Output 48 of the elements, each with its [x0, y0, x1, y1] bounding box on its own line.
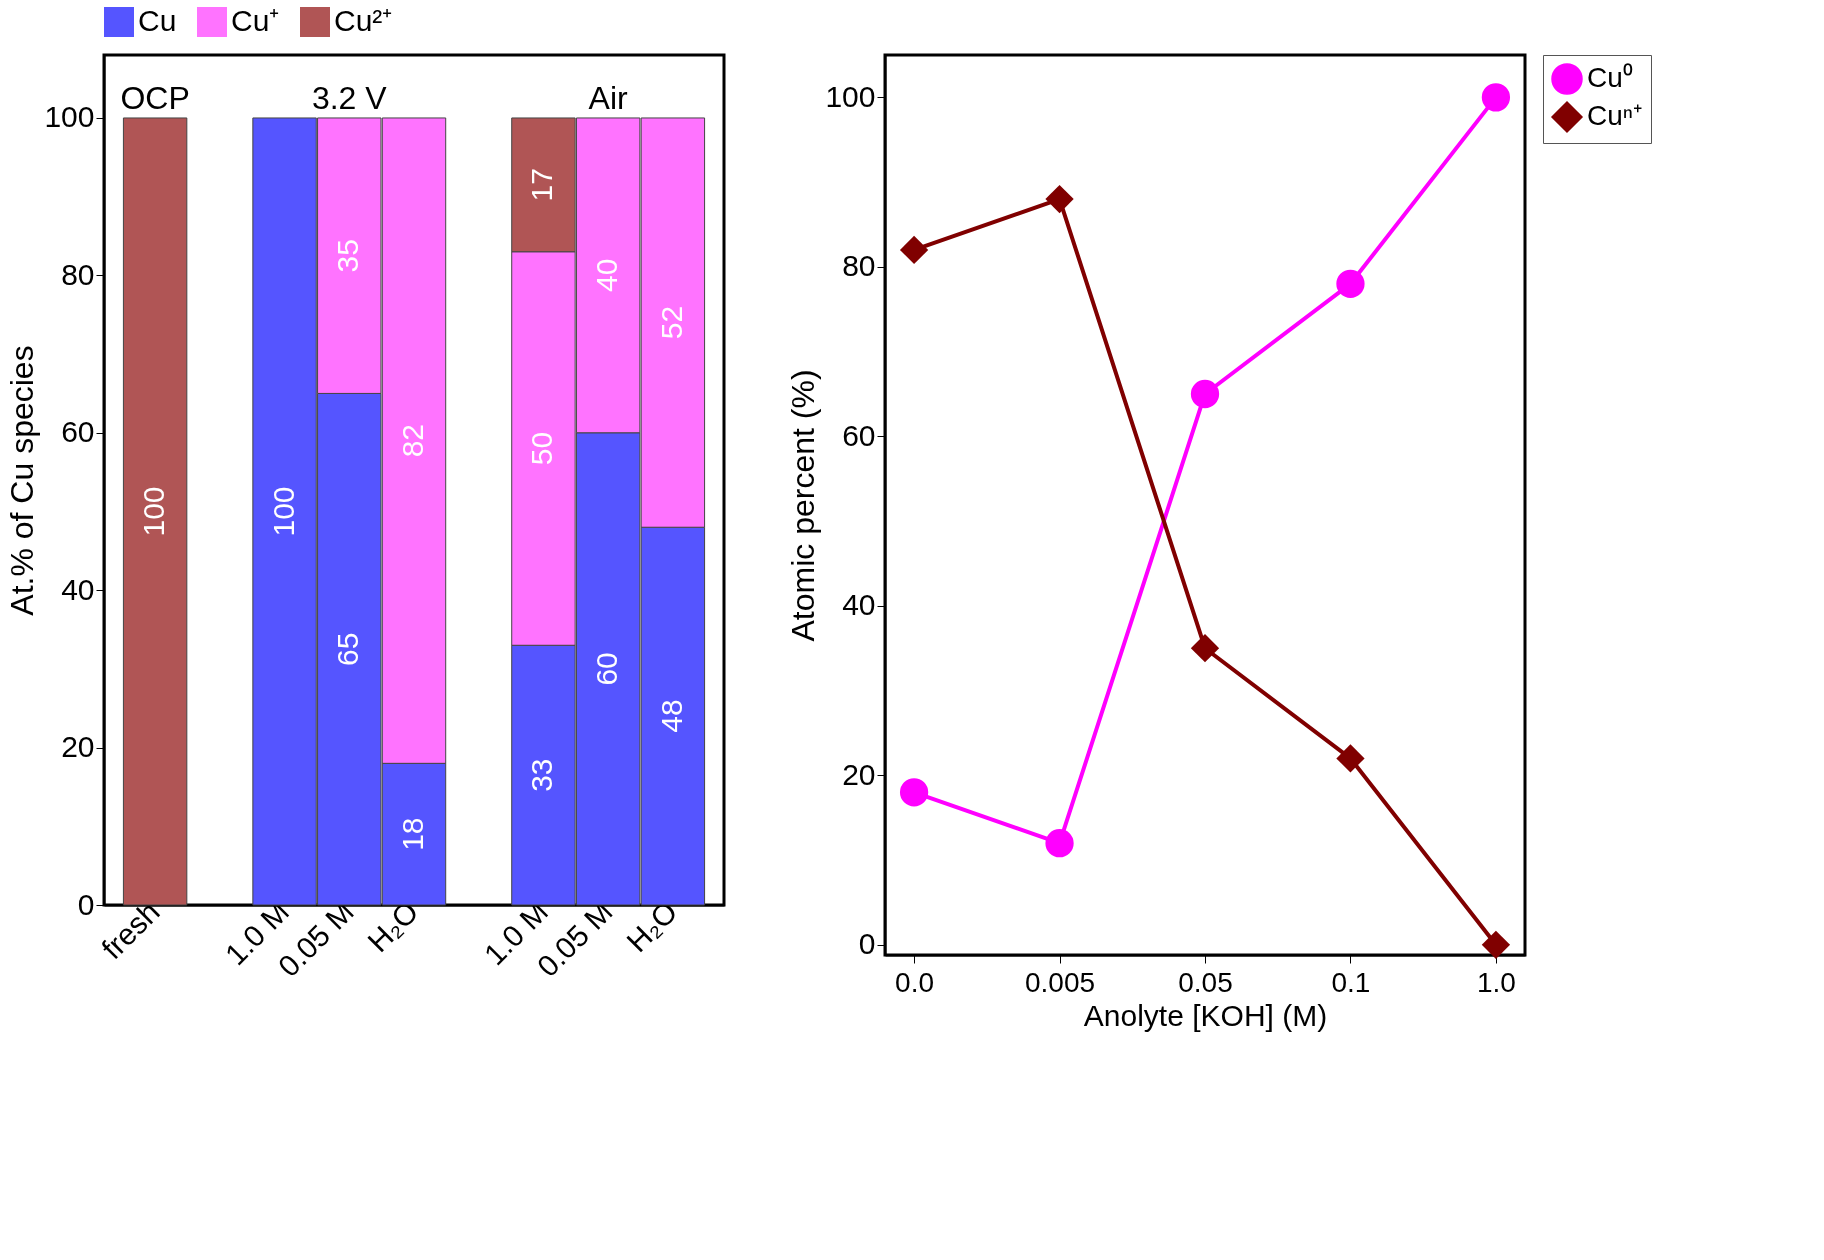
- data-label: 100: [266, 486, 300, 537]
- y-tick-label: 100: [44, 100, 95, 134]
- data-label: 65: [331, 632, 365, 666]
- x-tick-label: 0.1: [1331, 966, 1371, 998]
- point: [899, 235, 929, 265]
- y-tick-label: 20: [842, 757, 876, 791]
- data-label: 33: [525, 758, 559, 792]
- x-tick-label: 1.0: [1476, 966, 1516, 998]
- data-label: 100: [137, 486, 171, 537]
- legend-label: Cu²⁺: [334, 4, 393, 37]
- y-tick-label: 40: [842, 588, 876, 622]
- data-label: 18: [396, 817, 429, 851]
- y-tick-label: 40: [61, 572, 95, 606]
- data-label: 35: [331, 239, 365, 273]
- legend-label: Cu⁺: [231, 4, 280, 37]
- x-tick-label: 0.0: [895, 966, 935, 998]
- point: [1481, 930, 1511, 959]
- data-label: 82: [396, 423, 429, 458]
- x-tick-label: H₂O: [620, 894, 684, 959]
- y-tick-label: 60: [61, 415, 95, 449]
- y-tick-label: 60: [842, 418, 876, 452]
- data-label: 50: [525, 431, 559, 466]
- x-tick-label: 0.005: [1025, 966, 1096, 998]
- annotation: Air: [588, 79, 629, 116]
- legend-label: Cu: [138, 4, 177, 37]
- y-tick-label: 0: [858, 927, 876, 961]
- annotation: 3.2 V: [311, 79, 388, 116]
- y-axis-title: At.% of Cu species: [4, 345, 41, 616]
- y-tick-label: 100: [825, 79, 876, 113]
- data-label: 52: [654, 305, 688, 340]
- data-label: 17: [525, 168, 559, 202]
- point: [899, 778, 929, 807]
- point: [1481, 83, 1511, 112]
- y-tick-label: 20: [61, 730, 95, 764]
- bar: [122, 117, 188, 906]
- y-tick-label: 80: [842, 249, 876, 283]
- y-tick-label: 0: [77, 887, 95, 921]
- data-label: 40: [590, 258, 624, 293]
- legend-label: Cuⁿ⁺: [1587, 100, 1643, 131]
- data-label: 60: [590, 652, 624, 686]
- data-label: 48: [654, 699, 688, 733]
- legend-label: Cu⁰: [1587, 62, 1633, 93]
- y-tick-label: 80: [61, 257, 95, 291]
- y-axis-title: Atomic percent (%): [785, 369, 822, 642]
- x-tick-label: 0.05: [1178, 966, 1233, 998]
- x-tick-label: H₂O: [361, 894, 425, 959]
- x-axis-title: Anolyte [KOH] (M): [1083, 998, 1328, 1032]
- annotation: OCP: [120, 79, 190, 116]
